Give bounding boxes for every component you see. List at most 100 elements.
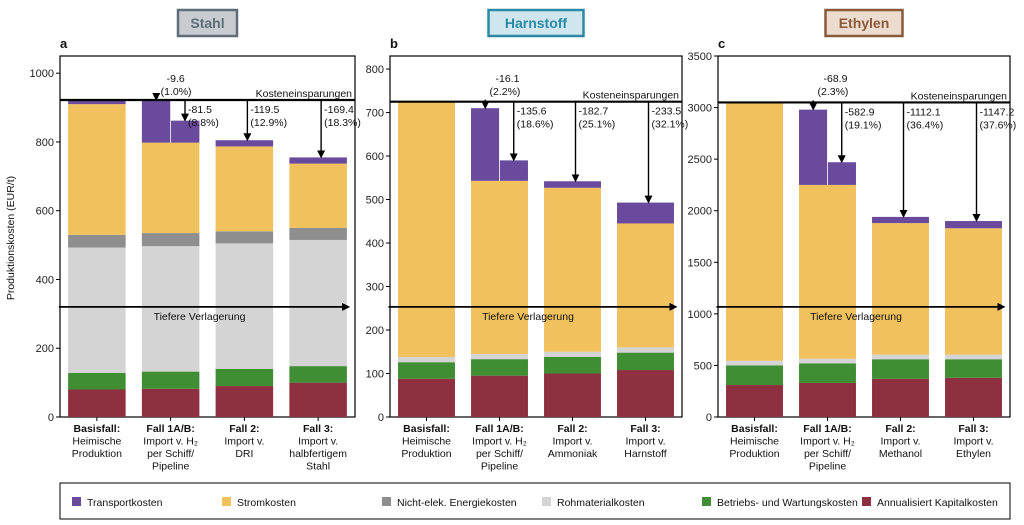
legend-label: Stromkosten bbox=[237, 497, 296, 509]
y-tick-label: 3500 bbox=[688, 51, 712, 63]
category-label: halbfertigem bbox=[289, 448, 347, 460]
bar-segment-strom bbox=[872, 223, 929, 355]
legend-swatch bbox=[222, 497, 231, 506]
bar-segment-strom bbox=[544, 187, 601, 352]
bar-segment-transport bbox=[544, 181, 601, 188]
category-label: Fall 2: bbox=[557, 423, 587, 435]
savings-percent: (36.4%) bbox=[907, 119, 944, 131]
category-label: Fall 1A/B: bbox=[475, 423, 523, 435]
bar-segment-rohmaterial bbox=[799, 358, 856, 364]
panel-label: b bbox=[390, 36, 398, 51]
bar-segment-strom bbox=[68, 104, 126, 235]
bar-segment-rohmaterial bbox=[617, 347, 674, 353]
y-tick-label: 2000 bbox=[688, 206, 712, 218]
bar-segment-kapital bbox=[872, 378, 929, 417]
y-tick-label: 800 bbox=[366, 64, 384, 76]
bar-segment-energie bbox=[289, 227, 347, 240]
y-tick-label: 0 bbox=[378, 412, 384, 424]
y-tick-label: 1000 bbox=[30, 68, 54, 80]
y-tick-label: 600 bbox=[366, 151, 384, 163]
panel-label: c bbox=[718, 36, 725, 51]
category-label: Harnstoff bbox=[624, 448, 666, 460]
savings-value: -135.6 bbox=[517, 106, 547, 118]
bar-segment-transport-pipeline bbox=[170, 120, 200, 143]
category-label: Fall 3: bbox=[630, 423, 660, 435]
panel-label: a bbox=[60, 36, 68, 51]
savings-value: -9.6 bbox=[167, 73, 185, 85]
savings-percent: (19.1%) bbox=[845, 119, 882, 131]
legend-swatch bbox=[702, 497, 711, 506]
bar-segment-kapital bbox=[617, 370, 674, 417]
category-label: Import v. bbox=[953, 436, 993, 448]
category-label: Fall 1A/B: bbox=[146, 423, 194, 435]
bar-segment-rohmaterial bbox=[141, 246, 200, 372]
category-label: Ammoniak bbox=[548, 448, 598, 460]
bar-segment-kapital bbox=[726, 385, 783, 417]
legend-label: Nicht-elek. Energiekosten bbox=[397, 497, 517, 509]
bar-segment-strom bbox=[945, 228, 1002, 355]
bar-segment-transport bbox=[945, 221, 1002, 229]
bar-segment-betrieb bbox=[215, 368, 274, 387]
bar-segment-strom bbox=[617, 223, 674, 348]
bar-segment-betrieb bbox=[141, 371, 200, 389]
category-label: Import v. bbox=[880, 436, 920, 448]
savings-label: Kosteneinsparungen bbox=[256, 88, 352, 100]
savings-percent: (32.1%) bbox=[652, 119, 689, 131]
bar-segment-strom bbox=[471, 180, 528, 354]
category-label: Produktion bbox=[729, 448, 779, 460]
bar-segment-strom bbox=[289, 163, 347, 228]
savings-value: -16.1 bbox=[496, 73, 520, 85]
legend-swatch bbox=[72, 497, 81, 506]
legend-label: Annualisiert Kapitalkosten bbox=[877, 497, 998, 509]
category-label: Pipeline bbox=[809, 461, 847, 473]
bar-segment-energie bbox=[141, 233, 200, 247]
savings-percent: (12.9%) bbox=[250, 117, 287, 129]
category-label: Import v. bbox=[224, 436, 264, 448]
category-label: Heimische bbox=[730, 436, 779, 448]
category-label: Fall 1A/B: bbox=[803, 423, 851, 435]
bar-segment-kapital bbox=[289, 382, 347, 417]
bar-segment-transport-ship bbox=[799, 109, 828, 185]
legend-swatch bbox=[382, 497, 391, 506]
y-tick-label: 400 bbox=[36, 274, 54, 286]
bar-segment-betrieb bbox=[398, 362, 455, 379]
legend-item-rohmaterial: Rohmaterialkosten bbox=[542, 497, 645, 509]
savings-value: -582.9 bbox=[845, 106, 875, 118]
category-label: Import v. H₂ bbox=[143, 436, 198, 448]
category-label: Fall 3: bbox=[958, 423, 988, 435]
y-tick-label: 3000 bbox=[688, 103, 712, 115]
panel-title-box bbox=[487, 8, 585, 38]
panel-title: Harnstoff bbox=[505, 15, 568, 31]
savings-percent: (1.0%) bbox=[161, 86, 192, 98]
category-label: Import v. H₂ bbox=[472, 436, 527, 448]
panel-title: Ethylen bbox=[839, 15, 890, 31]
bar-segment-strom bbox=[726, 102, 783, 361]
bar-segment-kapital bbox=[398, 378, 455, 417]
bar-segment-betrieb bbox=[945, 359, 1002, 378]
relocation-label: Tiefere Verlagerung bbox=[482, 311, 574, 323]
category-label: Produktion bbox=[72, 448, 122, 460]
legend: Transportkosten Stromkosten Nicht-elek. En… bbox=[59, 482, 1011, 520]
bar-segment-energie bbox=[68, 234, 126, 248]
bar-segment-kapital bbox=[471, 375, 528, 417]
category-label: Fall 2: bbox=[229, 423, 259, 435]
category-label: Produktion bbox=[401, 448, 451, 460]
bar-segment-rohmaterial bbox=[289, 239, 347, 367]
bar-segment-rohmaterial bbox=[398, 356, 455, 363]
legend-label: Betriebs- und Wartungskosten bbox=[717, 497, 858, 509]
category-label: per Schiff/ bbox=[804, 448, 851, 460]
y-tick-label: 0 bbox=[706, 412, 712, 424]
bar-segment-strom bbox=[398, 101, 455, 357]
y-tick-label: 800 bbox=[36, 137, 54, 149]
y-tick-label: 200 bbox=[366, 325, 384, 337]
savings-percent: (25.1%) bbox=[579, 119, 616, 131]
savings-value: -182.7 bbox=[579, 106, 609, 118]
y-tick-label: 1500 bbox=[688, 257, 712, 269]
legend-box bbox=[59, 482, 1011, 520]
bar-segment-betrieb bbox=[544, 356, 601, 374]
bar-segment-strom bbox=[799, 184, 856, 359]
savings-value: -169.4 bbox=[324, 104, 354, 116]
bar-segment-betrieb bbox=[289, 366, 347, 383]
category-label: Import v. H₂ bbox=[800, 436, 855, 448]
bar-segment-transport bbox=[68, 100, 126, 105]
